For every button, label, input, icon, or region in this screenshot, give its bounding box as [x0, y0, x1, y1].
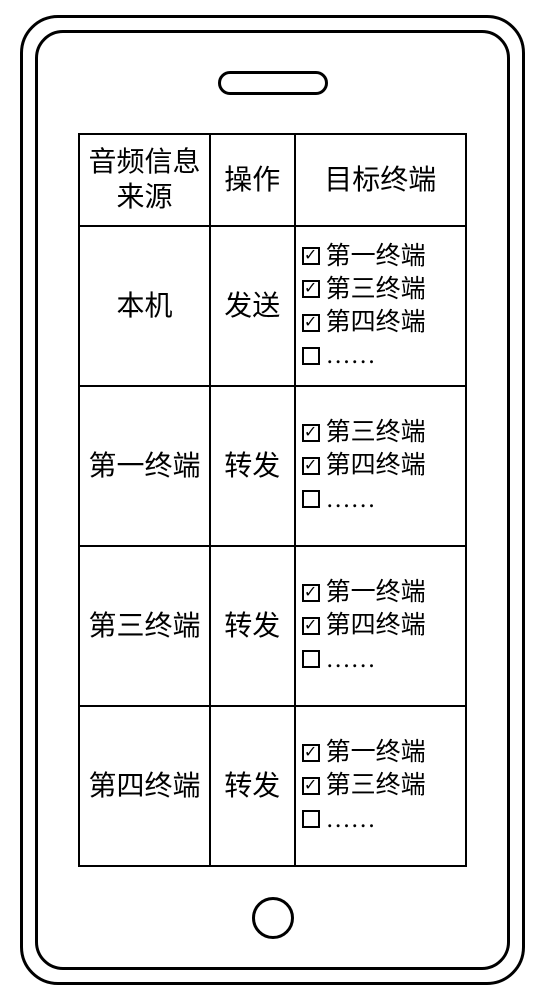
source-label: 第三终端 — [88, 609, 200, 644]
target-label: 第四终端 — [326, 450, 426, 481]
cell-source: 第三终端 — [80, 547, 211, 705]
phone-inner-frame: 音频信息来源 操作 目标终端 本机发送✓第一终端✓第三终端✓第四终端……第一终端… — [35, 30, 510, 970]
target-item[interactable]: ✓ 第一终端 — [302, 577, 426, 608]
operation-label: 转发 — [224, 609, 280, 644]
phone-speaker — [218, 71, 328, 95]
table-row: 本机 发送 ✓ 第一终端 ✓ 第三终端 ✓ 第四终端…… — [80, 227, 465, 387]
checkbox-icon[interactable]: ✓ — [302, 314, 320, 332]
checkbox-icon[interactable]: ✓ — [302, 280, 320, 298]
target-item[interactable]: ✓ 第三终端 — [302, 274, 426, 305]
table-row: 第四终端转发 ✓ 第一终端 ✓ 第三终端…… — [80, 707, 465, 865]
operation-label: 发送 — [224, 289, 280, 324]
source-label: 第一终端 — [88, 449, 200, 484]
target-label: 第一终端 — [326, 577, 426, 608]
table-row: 第一终端转发 ✓ 第三终端 ✓ 第四终端…… — [80, 387, 465, 547]
target-item[interactable]: ✓ 第四终端 — [302, 307, 426, 338]
checkbox-icon[interactable] — [302, 810, 320, 828]
target-label: …… — [326, 340, 376, 371]
table-header-row: 音频信息来源 操作 目标终端 — [80, 135, 465, 227]
cell-source: 本机 — [80, 227, 211, 385]
cell-targets: ✓ 第三终端 ✓ 第四终端…… — [296, 387, 465, 545]
header-operation: 操作 — [211, 135, 296, 225]
target-label: 第一终端 — [326, 241, 426, 272]
target-label: 第三终端 — [326, 274, 426, 305]
operation-label: 转发 — [224, 449, 280, 484]
target-item[interactable]: ✓ 第一终端 — [302, 241, 426, 272]
cell-targets: ✓ 第一终端 ✓ 第三终端 ✓ 第四终端…… — [296, 227, 465, 385]
operation-label: 转发 — [224, 769, 280, 804]
screen-table: 音频信息来源 操作 目标终端 本机发送✓第一终端✓第三终端✓第四终端……第一终端… — [78, 133, 467, 867]
target-item[interactable]: ✓ 第三终端 — [302, 770, 426, 801]
header-source-label: 音频信息来源 — [88, 145, 200, 215]
target-item[interactable]: …… — [302, 644, 376, 675]
target-label: 第三终端 — [326, 770, 426, 801]
checkbox-icon[interactable]: ✓ — [302, 744, 320, 762]
table-row: 第三终端转发 ✓ 第一终端 ✓ 第四终端…… — [80, 547, 465, 707]
checkbox-icon[interactable]: ✓ — [302, 584, 320, 602]
cell-targets: ✓ 第一终端 ✓ 第四终端…… — [296, 547, 465, 705]
checkbox-icon[interactable] — [302, 650, 320, 668]
target-label: 第三终端 — [326, 417, 426, 448]
cell-source: 第四终端 — [80, 707, 211, 865]
checkbox-icon[interactable] — [302, 490, 320, 508]
checkbox-icon[interactable]: ✓ — [302, 457, 320, 475]
checkbox-icon[interactable]: ✓ — [302, 247, 320, 265]
source-label: 本机 — [116, 289, 172, 324]
header-target-label: 目标终端 — [324, 163, 436, 198]
target-label: 第四终端 — [326, 610, 426, 641]
target-item[interactable]: ✓ 第四终端 — [302, 610, 426, 641]
target-label: …… — [326, 804, 376, 835]
target-label: …… — [326, 644, 376, 675]
cell-operation: 转发 — [211, 707, 296, 865]
target-item[interactable]: ✓ 第三终端 — [302, 417, 426, 448]
target-label: 第一终端 — [326, 737, 426, 768]
target-item[interactable]: …… — [302, 484, 376, 515]
checkbox-icon[interactable] — [302, 347, 320, 365]
home-button[interactable] — [252, 897, 294, 939]
cell-operation: 转发 — [211, 547, 296, 705]
target-item[interactable]: ✓ 第四终端 — [302, 450, 426, 481]
header-source: 音频信息来源 — [80, 135, 211, 225]
target-item[interactable]: ✓ 第一终端 — [302, 737, 426, 768]
cell-operation: 发送 — [211, 227, 296, 385]
checkbox-icon[interactable]: ✓ — [302, 424, 320, 442]
header-operation-label: 操作 — [224, 163, 280, 198]
source-label: 第四终端 — [88, 769, 200, 804]
checkbox-icon[interactable]: ✓ — [302, 617, 320, 635]
header-target: 目标终端 — [296, 135, 465, 225]
target-label: …… — [326, 484, 376, 515]
target-item[interactable]: …… — [302, 804, 376, 835]
cell-source: 第一终端 — [80, 387, 211, 545]
cell-operation: 转发 — [211, 387, 296, 545]
cell-targets: ✓ 第一终端 ✓ 第三终端…… — [296, 707, 465, 865]
target-item[interactable]: …… — [302, 340, 376, 371]
target-label: 第四终端 — [326, 307, 426, 338]
phone-outer-frame: 音频信息来源 操作 目标终端 本机发送✓第一终端✓第三终端✓第四终端……第一终端… — [20, 15, 525, 985]
checkbox-icon[interactable]: ✓ — [302, 777, 320, 795]
